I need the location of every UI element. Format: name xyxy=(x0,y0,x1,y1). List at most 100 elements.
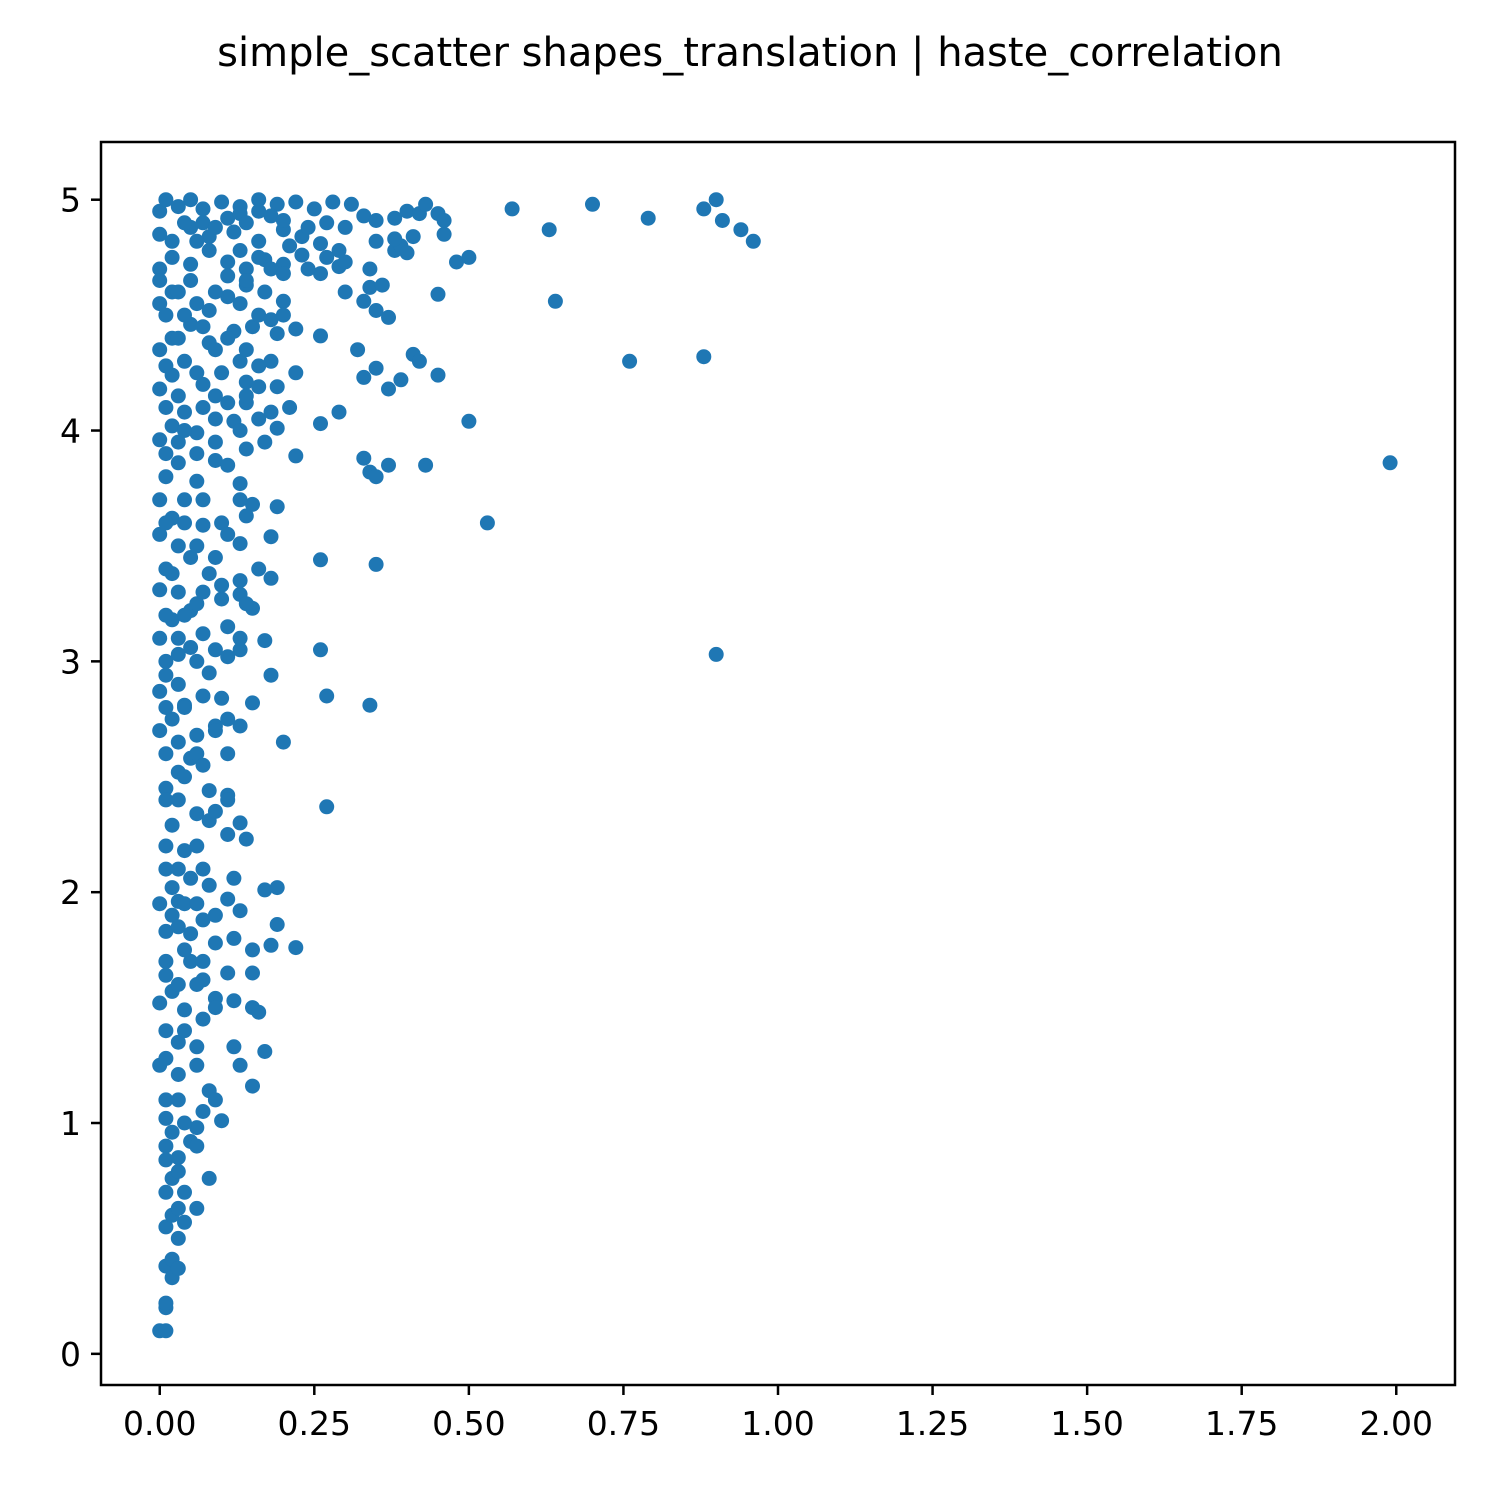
data-point xyxy=(275,293,291,309)
data-point xyxy=(226,993,242,1009)
data-point xyxy=(220,649,236,665)
data-point xyxy=(170,1150,186,1166)
data-point xyxy=(152,432,168,448)
x-tick-label: 1.25 xyxy=(896,1404,969,1443)
data-point xyxy=(368,303,384,318)
data-point xyxy=(177,404,192,420)
data-point xyxy=(158,746,174,762)
data-point xyxy=(207,642,223,658)
data-point xyxy=(263,667,279,683)
data-point xyxy=(238,508,254,524)
data-point xyxy=(368,556,384,572)
data-point xyxy=(214,515,230,531)
data-point xyxy=(152,226,168,242)
data-point xyxy=(158,1219,174,1235)
data-point xyxy=(251,379,267,395)
data-point xyxy=(220,210,236,226)
x-tick-label: 1.50 xyxy=(1050,1404,1123,1443)
data-point xyxy=(170,734,186,750)
data-point xyxy=(362,697,378,713)
data-point xyxy=(195,757,211,773)
data-point xyxy=(158,1323,174,1339)
data-point xyxy=(288,365,304,381)
data-point xyxy=(189,653,205,669)
data-point xyxy=(207,550,223,565)
data-point xyxy=(170,1092,186,1108)
data-point xyxy=(368,469,384,485)
data-point xyxy=(164,1124,180,1140)
data-point xyxy=(189,806,205,822)
data-point xyxy=(207,284,223,300)
data-point xyxy=(622,353,638,369)
data-point xyxy=(1382,455,1398,471)
data-point xyxy=(356,369,372,385)
data-point xyxy=(251,358,267,374)
data-point xyxy=(245,496,260,512)
data-point xyxy=(183,273,199,288)
data-point xyxy=(158,1295,174,1311)
data-point xyxy=(387,231,403,247)
data-point xyxy=(207,434,223,450)
data-point xyxy=(195,953,211,969)
data-point xyxy=(177,843,192,859)
data-point xyxy=(319,215,335,231)
data-point xyxy=(158,446,174,462)
data-point xyxy=(640,210,656,226)
data-point xyxy=(214,194,230,210)
data-point xyxy=(232,642,248,658)
data-point xyxy=(170,1260,186,1276)
data-point xyxy=(158,307,174,323)
data-point xyxy=(152,630,168,646)
data-point xyxy=(238,215,254,231)
data-point xyxy=(232,476,248,492)
data-point xyxy=(269,379,285,395)
data-point xyxy=(232,573,248,589)
data-point xyxy=(220,965,236,981)
data-point xyxy=(238,831,254,847)
data-point xyxy=(195,688,211,704)
data-point xyxy=(189,446,205,462)
data-point xyxy=(430,286,446,302)
data-point xyxy=(251,249,267,265)
data-point xyxy=(207,219,223,235)
data-point xyxy=(275,734,291,750)
data-point xyxy=(714,213,730,228)
data-point xyxy=(170,1164,186,1179)
data-point xyxy=(585,196,600,212)
y-tick-label: 5 xyxy=(60,181,81,220)
data-point xyxy=(177,896,192,912)
data-point xyxy=(245,319,260,335)
data-point xyxy=(177,1023,192,1039)
data-point xyxy=(158,1092,174,1108)
y-tick-label: 4 xyxy=(60,412,81,451)
data-point xyxy=(436,213,452,228)
data-point xyxy=(177,492,192,508)
data-point xyxy=(207,1000,223,1016)
data-point xyxy=(399,203,415,219)
data-point xyxy=(220,891,236,907)
data-point xyxy=(214,690,230,706)
data-point xyxy=(177,1115,192,1131)
data-point xyxy=(189,425,205,441)
data-point xyxy=(238,342,254,358)
data-point xyxy=(251,411,267,427)
data-point xyxy=(214,591,230,607)
data-point xyxy=(275,213,291,228)
data-point xyxy=(152,381,168,397)
data-point xyxy=(164,249,180,265)
x-tick-label: 0.25 xyxy=(278,1404,351,1443)
plot-frame xyxy=(99,140,1457,1387)
data-point xyxy=(405,229,421,245)
data-point xyxy=(177,1184,192,1200)
data-point xyxy=(356,293,372,309)
data-point xyxy=(251,561,267,577)
data-point xyxy=(220,268,236,284)
data-point xyxy=(170,792,186,808)
data-point xyxy=(269,917,285,932)
data-point xyxy=(164,880,180,896)
data-point xyxy=(263,208,279,224)
data-point xyxy=(177,1002,192,1018)
data-point xyxy=(195,201,211,217)
y-tick-label: 2 xyxy=(60,873,81,912)
data-point xyxy=(245,695,260,711)
